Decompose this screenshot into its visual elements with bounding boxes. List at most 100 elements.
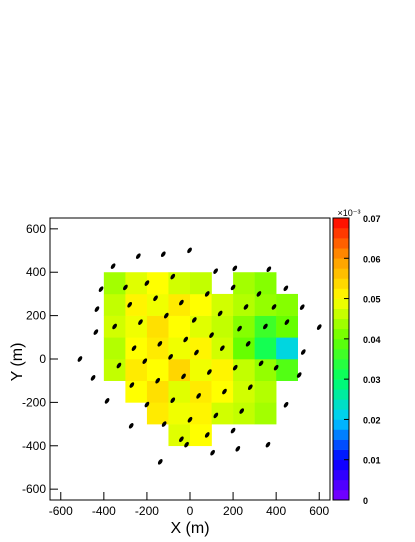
colorbar-band: [333, 449, 349, 461]
station-marker: [144, 280, 150, 286]
x-tick-label: 0: [187, 504, 194, 518]
station-marker: [235, 445, 241, 452]
colorbar-band: [333, 268, 349, 279]
colorbar-band: [333, 288, 349, 299]
station-marker: [237, 325, 242, 332]
colorbar-band: [333, 429, 349, 440]
colorbar-band: [333, 338, 349, 350]
station-marker: [245, 340, 251, 347]
station-marker: [191, 317, 197, 323]
station-marker: [144, 401, 150, 408]
heat-cell: [125, 337, 148, 360]
colorbar-band: [333, 479, 349, 491]
station-marker: [283, 285, 289, 292]
station-marker: [284, 319, 290, 325]
colorbar-band: [333, 389, 349, 400]
station-marker: [232, 364, 238, 371]
heat-cell: [254, 337, 277, 360]
heat-cell: [233, 272, 255, 295]
station-marker: [94, 306, 100, 312]
station-marker: [98, 286, 104, 292]
heat-cell: [254, 293, 277, 316]
heat-cell: [125, 380, 148, 403]
heat-cell: [168, 359, 191, 381]
station-marker: [127, 301, 133, 308]
heat-cell: [211, 293, 234, 316]
colorbar-band: [333, 409, 349, 420]
x-tick-label: -600: [49, 504, 73, 518]
station-marker: [157, 459, 163, 465]
station-marker: [300, 349, 306, 355]
heat-cell: [168, 424, 191, 447]
station-marker: [116, 362, 122, 369]
station-marker: [157, 340, 163, 347]
colorbar-band: [333, 278, 349, 289]
colorbar-tick-label: 0.07: [363, 214, 381, 224]
station-marker: [129, 382, 135, 388]
heat-cell: [125, 272, 148, 295]
heat-cell: [103, 359, 126, 381]
heat-cell: [146, 293, 169, 316]
heat-cell: [254, 272, 277, 295]
x-tick-label: 200: [223, 504, 243, 518]
heat-cell: [190, 337, 212, 360]
station-marker: [110, 263, 116, 269]
colorbar-band: [333, 258, 349, 269]
heat-cell: [233, 315, 255, 338]
colorbar-tick-label: 0.06: [363, 254, 381, 264]
y-tick-label: 400: [26, 265, 46, 279]
colorbar-band: [333, 399, 349, 410]
station-marker: [230, 284, 236, 291]
station-marker: [153, 295, 158, 302]
station-marker: [161, 421, 167, 427]
colorbar-band: [333, 348, 349, 360]
station-marker: [283, 401, 289, 408]
colorbar-band: [333, 369, 349, 380]
heat-cell: [190, 272, 212, 295]
heat-cell: [125, 293, 148, 316]
station-marker: [213, 412, 219, 419]
colorbar-multiplier: ×10⁻³: [337, 208, 360, 218]
station-marker: [181, 373, 186, 380]
station-marker: [247, 384, 253, 391]
heat-cell: [190, 402, 212, 425]
station-marker: [194, 349, 199, 356]
heat-cell: [168, 337, 191, 360]
heat-cell: [254, 380, 277, 403]
station-marker: [163, 312, 169, 319]
heat-cell: [276, 293, 298, 316]
colorbar-band: [333, 469, 349, 481]
x-tick-label: 600: [309, 504, 329, 518]
station-marker: [170, 273, 176, 280]
colorbar-tick-label: 0.05: [363, 295, 381, 305]
heat-cell: [233, 293, 255, 316]
station-marker: [90, 375, 96, 381]
colorbar-band: [333, 238, 349, 249]
station-marker: [142, 358, 148, 364]
station-marker: [204, 291, 210, 297]
station-marker: [316, 324, 322, 330]
station-marker: [265, 441, 271, 448]
station-marker: [179, 299, 184, 306]
station-marker: [230, 427, 236, 434]
heat-cell: [168, 380, 191, 403]
colorbar-band: [333, 359, 349, 370]
heat-cell: [103, 293, 126, 316]
station-marker: [196, 393, 201, 399]
heat-cell: [146, 315, 169, 338]
station-marker: [213, 268, 218, 274]
heat-cell: [254, 402, 277, 425]
heat-cell: [190, 380, 212, 403]
station-marker: [263, 323, 268, 330]
heat-cell: [103, 272, 126, 295]
colorbar-tick-label: 0.01: [363, 456, 381, 466]
station-marker: [131, 345, 137, 351]
heat-cell: [103, 337, 126, 360]
heat-cell: [146, 337, 169, 360]
station-marker: [77, 356, 83, 362]
station-marker: [210, 449, 215, 456]
heat-cell: [233, 359, 255, 381]
station-marker: [299, 304, 305, 310]
